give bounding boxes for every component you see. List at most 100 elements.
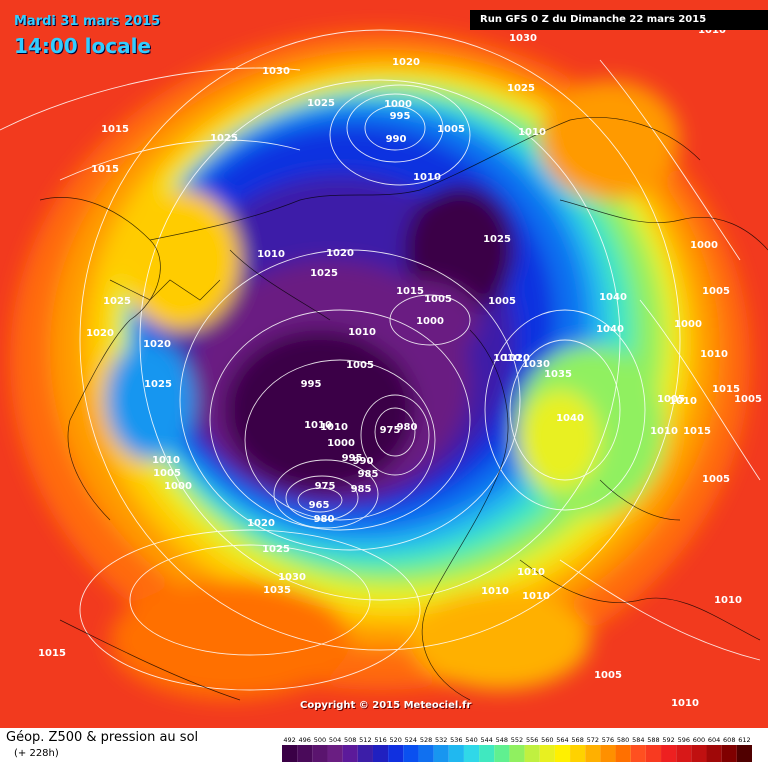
scale-swatch — [600, 745, 616, 762]
color-scale: 492 496 500 504 508 512 516 520 524 528 532 536 540 5… — [282, 736, 752, 762]
scale-label: 600 — [693, 736, 705, 744]
pressure-label: 1010 — [320, 422, 348, 433]
pressure-label: 980 — [314, 514, 335, 525]
geopotential-field — [0, 0, 768, 728]
scale-label: 508 — [344, 736, 356, 744]
scale-label: 588 — [647, 736, 659, 744]
pressure-label: 1010 — [714, 595, 742, 606]
scale-label: 528 — [420, 736, 432, 744]
legend-footer: Géop. Z500 & pression au sol (+ 228h) 49… — [0, 728, 768, 768]
scale-swatch — [539, 745, 555, 762]
scale-swatch — [645, 745, 662, 762]
pressure-label: 1020 — [247, 518, 275, 529]
scale-label: 492 — [283, 736, 295, 744]
pressure-label: 1040 — [599, 292, 627, 303]
pressure-label: 990 — [386, 134, 407, 145]
scale-swatch — [615, 745, 631, 762]
scale-label: 584 — [632, 736, 644, 744]
pressure-label: 1005 — [594, 670, 622, 681]
pressure-label: 1010 — [700, 349, 728, 360]
scale-label: 496 — [299, 736, 311, 744]
pressure-label: 1005 — [734, 394, 762, 405]
pressure-label: 995 — [342, 453, 363, 464]
scale-label: 540 — [465, 736, 477, 744]
pressure-label: 985 — [358, 469, 379, 480]
pressure-label: 995 — [390, 111, 411, 122]
pressure-label: 1010 — [518, 127, 546, 138]
legend-title: Géop. Z500 & pression au sol — [6, 730, 199, 745]
pressure-label: 980 — [397, 422, 418, 433]
pressure-label: 965 — [309, 500, 330, 511]
scale-label: 524 — [405, 736, 417, 744]
scale-swatch — [282, 745, 298, 762]
pressure-label: 1020 — [86, 328, 114, 339]
pressure-label: 1005 — [657, 394, 685, 405]
scale-label: 604 — [708, 736, 720, 744]
model-run-info: Run GFS 0 Z du Dimanche 22 mars 2015 — [470, 10, 768, 30]
scale-label: 612 — [738, 736, 750, 744]
pressure-label: 1005 — [437, 124, 465, 135]
scale-label: 592 — [662, 736, 674, 744]
scale-swatch — [509, 745, 525, 762]
pressure-label: 1020 — [502, 353, 530, 364]
pressure-label: 975 — [315, 481, 336, 492]
scale-label: 596 — [678, 736, 690, 744]
pressure-label: 1000 — [416, 316, 444, 327]
pressure-label: 1035 — [263, 585, 291, 596]
pressure-label: 1030 — [262, 66, 290, 77]
scale-label: 536 — [450, 736, 462, 744]
coastlines — [39, 117, 768, 701]
pressure-label: 1030 — [509, 33, 537, 44]
pressure-label: 995 — [301, 379, 322, 390]
scale-swatch — [357, 745, 373, 762]
scale-swatch — [297, 745, 313, 762]
pressure-label: 1000 — [674, 319, 702, 330]
scale-swatch — [630, 745, 646, 762]
scale-swatch — [706, 745, 722, 762]
scale-label: 552 — [511, 736, 523, 744]
scale-swatch — [524, 745, 540, 762]
scale-swatch — [494, 745, 510, 762]
pressure-label: 1005 — [424, 294, 452, 305]
scale-label: 564 — [556, 736, 568, 744]
pressure-label: 1010 — [650, 426, 678, 437]
pressure-label: 1000 — [164, 481, 192, 492]
pressure-label: 1025 — [310, 268, 338, 279]
forecast-map: 1030 1020 1030 1025 1025 1000 995 1005 1015 1010 1… — [0, 0, 768, 728]
pressure-label: 1015 — [396, 286, 424, 297]
scale-swatch — [342, 745, 358, 762]
pressure-label: 1010 — [522, 591, 550, 602]
scale-swatch — [661, 745, 677, 762]
scale-swatch — [585, 745, 601, 762]
pressure-label: 1005 — [702, 474, 730, 485]
pressure-label: 1015 — [712, 384, 740, 395]
scale-label: 548 — [496, 736, 508, 744]
pressure-label: 1005 — [346, 360, 374, 371]
pressure-label: 1005 — [153, 468, 181, 479]
pressure-label: 1010 — [348, 327, 376, 338]
pressure-label: 1000 — [327, 438, 355, 449]
scale-swatch — [327, 745, 343, 762]
scale-swatch — [403, 745, 419, 762]
scale-label: 580 — [617, 736, 629, 744]
pressure-label: 1010 — [481, 586, 509, 597]
pressure-label: 1040 — [556, 413, 584, 424]
pressure-label: 1015 — [101, 124, 129, 135]
scale-swatch — [448, 745, 464, 762]
pressure-label: 1025 — [483, 234, 511, 245]
pressure-label: 1030 — [522, 359, 550, 370]
pressure-label: 1025 — [307, 98, 335, 109]
pressure-label: 1015 — [683, 426, 711, 437]
forecast-time: 14:00 locale — [14, 34, 151, 58]
scale-label: 572 — [587, 736, 599, 744]
pressure-label: 1010 — [698, 25, 726, 36]
pressure-label: 1010 — [304, 420, 332, 431]
scale-label: 512 — [359, 736, 371, 744]
scale-swatch — [721, 745, 737, 762]
pressure-label: 1035 — [544, 369, 572, 380]
pressure-label: 1000 — [690, 240, 718, 251]
isobars — [0, 29, 761, 691]
pressure-label: 1040 — [596, 324, 624, 335]
